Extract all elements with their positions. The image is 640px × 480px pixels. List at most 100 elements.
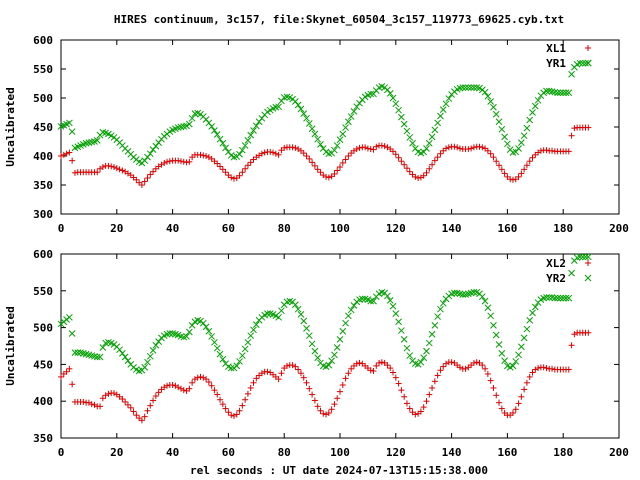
upper-x-tick-label: 100	[330, 222, 350, 235]
lower-point-xl2	[395, 380, 402, 387]
upper-point-xl1	[94, 169, 101, 176]
lower-point-xl2	[398, 387, 405, 394]
lower-point-yr2	[406, 352, 414, 359]
lower-point-xl2	[512, 406, 519, 413]
lower-point-yr2	[498, 350, 506, 357]
lower-point-yr2	[149, 347, 157, 354]
upper-point-xl1	[476, 143, 483, 150]
lower-point-yr2	[517, 343, 525, 351]
upper-point-xl1	[493, 158, 500, 165]
upper-point-xl1	[501, 170, 508, 177]
upper-point-yr1	[562, 89, 570, 97]
lower-point-xl2	[230, 412, 237, 419]
upper-legend-label-yr1: YR1	[546, 57, 566, 70]
upper-point-xl1	[141, 178, 148, 185]
lower-y-tick-label: 350	[33, 432, 53, 445]
upper-x-tick-label: 0	[58, 222, 65, 235]
lower-point-xl2	[549, 365, 556, 372]
lower-point-yr2	[423, 347, 430, 355]
upper-point-xl1	[323, 173, 330, 180]
lower-point-yr2	[119, 350, 126, 357]
lower-point-xl2	[529, 369, 536, 376]
upper-point-yr1	[582, 59, 589, 67]
lower-point-xl2	[484, 370, 491, 377]
upper-point-xl1	[300, 150, 307, 157]
lower-point-xl2	[161, 384, 168, 391]
lower-point-yr2	[219, 355, 227, 363]
upper-point-xl1	[58, 153, 64, 159]
upper-point-xl1	[177, 158, 184, 165]
upper-point-xl1	[161, 159, 168, 166]
lower-point-yr2	[370, 297, 377, 305]
upper-point-yr1	[211, 127, 218, 134]
lower-point-yr2	[562, 294, 570, 302]
lower-point-xl2	[392, 374, 399, 381]
upper-point-yr1	[579, 59, 587, 67]
lower-point-xl2	[122, 398, 129, 405]
upper-point-yr1	[543, 87, 550, 95]
upper-point-xl1	[111, 164, 118, 171]
lower-point-xl2	[228, 412, 235, 419]
upper-point-xl1	[180, 158, 187, 165]
lower-point-xl2	[66, 365, 73, 372]
lower-point-xl2	[203, 376, 210, 383]
lower-point-yr2	[520, 334, 528, 342]
upper-point-xl1	[289, 144, 296, 151]
lower-point-yr2	[124, 357, 132, 365]
lower-x-tick-label: 20	[110, 446, 123, 459]
upper-point-xl1	[144, 175, 151, 182]
lower-point-yr2	[554, 294, 561, 302]
upper-point-xl1	[113, 165, 120, 172]
upper-point-yr1	[504, 140, 511, 148]
upper-point-yr1	[501, 133, 508, 141]
lower-point-xl2	[300, 374, 307, 381]
upper-point-yr1	[241, 142, 249, 149]
lower-point-yr2	[403, 344, 411, 352]
upper-point-xl1	[412, 173, 419, 180]
lower-point-yr2	[325, 361, 333, 369]
upper-point-xl1	[197, 151, 204, 158]
upper-point-xl1	[529, 154, 536, 161]
lower-point-xl2	[345, 370, 352, 377]
upper-point-xl1	[434, 154, 441, 161]
lower-x-tick-label: 160	[497, 446, 517, 459]
lower-point-xl2	[69, 381, 76, 388]
lower-point-xl2	[172, 382, 179, 389]
lower-point-xl2	[155, 389, 162, 396]
lower-point-yr2	[386, 297, 394, 304]
lower-point-yr2	[579, 253, 587, 261]
upper-point-xl1	[362, 144, 369, 151]
upper-point-xl1	[565, 148, 572, 155]
lower-point-yr2	[526, 316, 534, 324]
lower-point-yr2	[278, 307, 285, 315]
lower-point-yr2	[398, 327, 405, 334]
lower-point-yr2	[582, 253, 589, 261]
lower-point-yr2	[71, 349, 79, 356]
lower-legend-marker-yr2	[584, 274, 592, 282]
upper-point-yr1	[392, 100, 400, 108]
upper-x-tick-label: 200	[609, 222, 629, 235]
lower-markers	[57, 253, 592, 424]
upper-point-yr1	[275, 103, 282, 111]
lower-point-xl2	[242, 396, 249, 403]
upper-point-xl1	[214, 160, 221, 167]
upper-point-yr1	[297, 105, 305, 113]
lower-point-xl2	[258, 370, 265, 377]
lower-point-xl2	[133, 412, 140, 419]
lower-point-xl2	[493, 392, 500, 399]
upper-point-xl1	[515, 173, 522, 180]
lower-point-xl2	[314, 403, 321, 410]
lower-point-yr2	[146, 352, 154, 360]
lower-point-xl2	[225, 409, 232, 416]
upper-point-xl1	[507, 176, 514, 183]
upper-point-yr1	[431, 126, 439, 134]
upper-point-yr1	[347, 113, 355, 120]
lower-point-xl2	[239, 402, 246, 409]
lower-point-yr2	[116, 346, 123, 354]
upper-point-xl1	[549, 147, 556, 154]
upper-point-xl1	[306, 155, 313, 162]
upper-point-xl1	[292, 144, 299, 151]
lower-point-yr2	[236, 358, 243, 365]
lower-point-xl2	[429, 384, 436, 391]
